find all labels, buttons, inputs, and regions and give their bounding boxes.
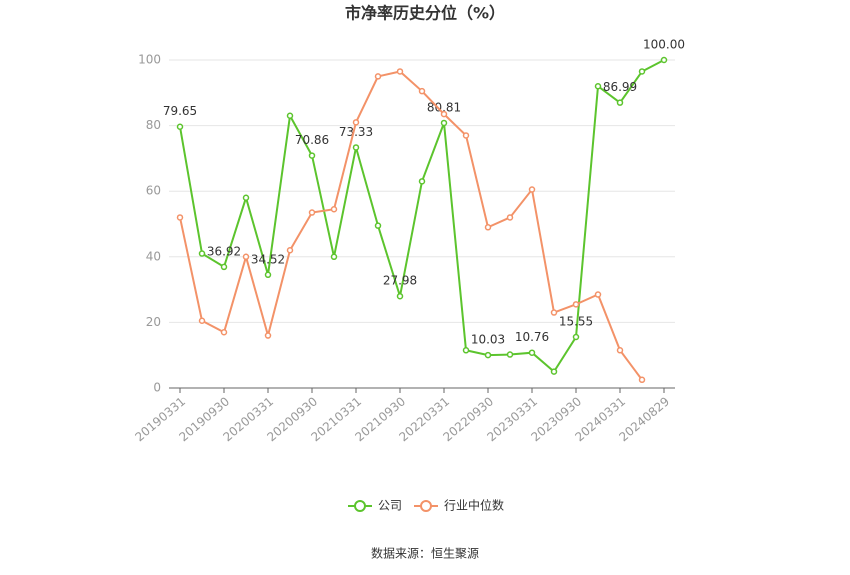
data-label: 34.52 xyxy=(251,252,285,266)
point xyxy=(484,351,492,359)
point xyxy=(308,209,316,216)
data-label: 79.65 xyxy=(163,104,197,118)
point xyxy=(638,68,646,75)
point xyxy=(572,333,580,341)
point xyxy=(220,263,228,271)
point xyxy=(352,119,360,126)
point xyxy=(330,253,338,261)
point xyxy=(264,332,272,339)
point xyxy=(396,292,404,300)
point xyxy=(352,144,360,151)
point xyxy=(418,87,426,95)
y-tick-label: 40 xyxy=(146,249,161,263)
point xyxy=(418,178,426,185)
point xyxy=(528,186,536,193)
point xyxy=(660,56,668,64)
point xyxy=(198,250,206,257)
point xyxy=(594,291,602,298)
point xyxy=(462,347,470,354)
legend-label: 公司 xyxy=(378,499,402,513)
chart-title: 市净率历史分位（%） xyxy=(345,4,505,23)
y-tick-label: 60 xyxy=(146,184,161,198)
data-label: 73.33 xyxy=(339,125,373,139)
point xyxy=(264,271,272,279)
data-label: 36.92 xyxy=(207,244,241,258)
point xyxy=(462,132,470,139)
point xyxy=(176,123,184,130)
point xyxy=(198,317,206,325)
point xyxy=(308,152,316,159)
point xyxy=(440,110,448,118)
point xyxy=(550,309,558,316)
y-tick-label: 100 xyxy=(138,53,161,67)
point xyxy=(594,82,602,90)
point xyxy=(374,73,382,80)
point xyxy=(616,347,624,354)
point xyxy=(440,119,448,127)
point xyxy=(550,368,558,375)
point xyxy=(242,253,250,261)
data-label: 15.55 xyxy=(559,314,593,328)
point xyxy=(638,376,646,384)
point xyxy=(286,112,294,120)
data-label: 10.76 xyxy=(515,330,549,344)
point xyxy=(330,205,338,213)
source-note: 数据来源：恒生聚源 xyxy=(371,546,479,561)
point xyxy=(506,214,514,221)
point xyxy=(506,351,514,358)
point xyxy=(572,301,580,308)
point xyxy=(374,222,382,229)
data-label: 86.99 xyxy=(603,80,637,94)
legend-marker xyxy=(420,500,432,512)
legend-marker xyxy=(354,500,366,512)
point xyxy=(220,328,228,336)
series-line xyxy=(179,70,643,381)
point xyxy=(616,99,624,106)
point xyxy=(286,246,294,254)
point xyxy=(528,349,536,356)
y-tick-label: 20 xyxy=(146,315,161,329)
data-label: 70.86 xyxy=(295,133,329,147)
data-label: 100.00 xyxy=(643,38,685,52)
data-label: 10.03 xyxy=(471,333,505,347)
point xyxy=(176,214,184,221)
y-tick-label: 0 xyxy=(153,381,161,395)
legend-label: 行业中位数 xyxy=(444,498,504,513)
point xyxy=(396,68,404,75)
y-tick-label: 80 xyxy=(146,118,161,132)
data-label: 27.98 xyxy=(383,274,417,288)
point xyxy=(484,224,492,231)
point xyxy=(242,194,250,202)
